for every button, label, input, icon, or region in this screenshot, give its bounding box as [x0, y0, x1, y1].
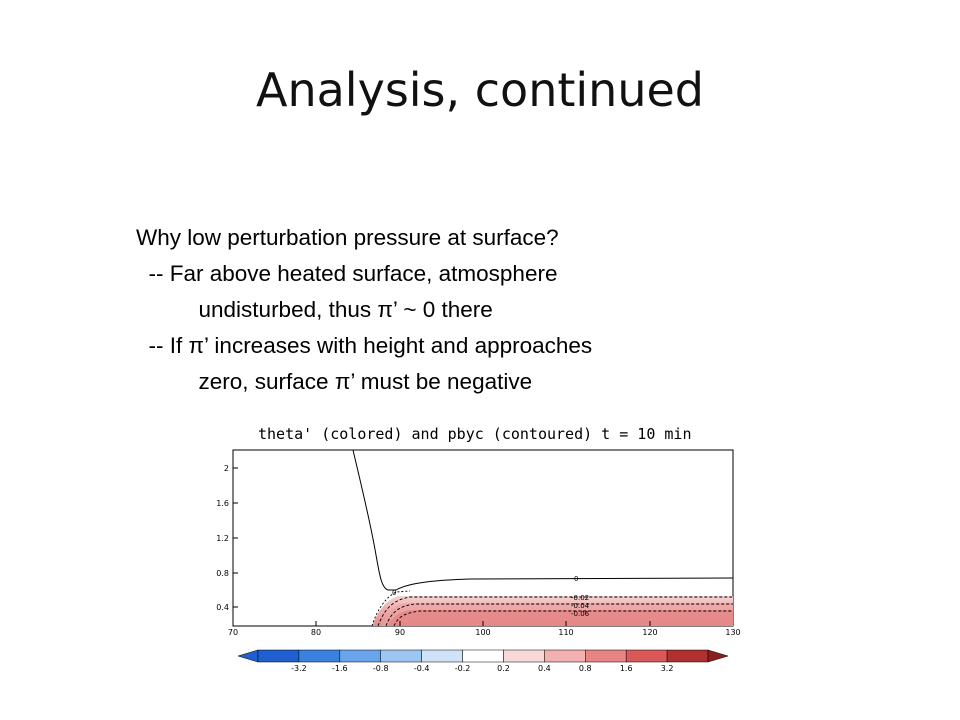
colorbar-label: -0.2	[455, 664, 471, 673]
colorbar-right-arrow	[707, 649, 729, 663]
x-tick-label: 120	[642, 628, 657, 637]
colorbar-swatch	[585, 649, 627, 663]
colorbar-label: 0.2	[497, 664, 510, 673]
contour-zero	[352, 449, 734, 591]
y-axis: 0.4 0.8 1.2 1.6 2	[216, 464, 238, 612]
bullet-point-2-cont: zero, surface π’ must be negative	[136, 369, 533, 394]
contour-neg-004	[385, 603, 733, 627]
colorbar-label: 1.6	[620, 664, 633, 673]
bullet-point-2: -- If π’ increases with height and appro…	[136, 333, 593, 358]
colorbar-label: -1.6	[332, 664, 348, 673]
colorbar-swatch	[380, 649, 422, 663]
bullet-text-block: Why low perturbation pressure at surface…	[136, 220, 836, 400]
contour-label: -0.04	[571, 602, 590, 610]
contour-label: 0	[574, 575, 578, 583]
contour-zero-lower	[371, 590, 411, 627]
y-tick-label: 0.4	[216, 603, 229, 612]
figure-title: theta' (colored) and pbyc (contoured) t …	[258, 425, 692, 443]
x-axis: 70 80 90 100 110 120 130	[228, 621, 741, 637]
contour-label: -0.02	[571, 594, 589, 602]
bullet-question: Why low perturbation pressure at surface…	[136, 225, 559, 250]
colorbar-label: 0.8	[579, 664, 592, 673]
x-tick-label: 130	[725, 628, 740, 637]
contour-label: -0.06	[571, 610, 590, 618]
y-tick-label: 1.6	[216, 499, 229, 508]
warm-anomaly-core	[388, 610, 733, 626]
x-tick-label: 80	[311, 628, 321, 637]
colorbar-label: -0.4	[414, 664, 430, 673]
colorbar-swatch	[666, 649, 709, 663]
contour-label: 0	[392, 589, 396, 597]
colorbar-swatch	[339, 649, 381, 663]
colorbar-swatch	[298, 649, 341, 663]
colorbar-label: 3.2	[661, 664, 674, 673]
y-tick-label: 2	[224, 464, 229, 473]
bullet-point-1-cont: undisturbed, thus π’ ~ 0 there	[136, 297, 493, 322]
colorbar-swatch	[625, 649, 668, 663]
x-tick-label: 110	[558, 628, 573, 637]
contour-neg-002	[377, 596, 733, 627]
colorbar-swatch	[544, 649, 586, 663]
bullet-point-1: -- Far above heated surface, atmosphere	[136, 261, 558, 286]
y-tick-label: 0.8	[216, 569, 229, 578]
contour-neg-006	[393, 610, 733, 627]
colorbar-label: -3.2	[291, 664, 307, 673]
colorbar-label: 0.4	[538, 664, 551, 673]
colorbar-left-arrow	[237, 649, 259, 663]
colorbar-swatch	[421, 649, 463, 663]
colorbar-swatch	[462, 649, 504, 663]
colorbar-label: -0.8	[373, 664, 389, 673]
colorbar-swatch	[503, 649, 545, 663]
y-tick-label: 1.2	[216, 534, 229, 543]
colorbar-swatch	[257, 649, 300, 663]
x-tick-label: 90	[395, 628, 405, 637]
x-tick-label: 100	[475, 628, 490, 637]
slide-title: Analysis, continued	[256, 63, 704, 117]
x-tick-label: 70	[228, 628, 238, 637]
colorbar: -3.2 -1.6 -0.8 -0.4 -0.2 0.2 0.4 0.8 1.6 3.2	[237, 649, 729, 673]
